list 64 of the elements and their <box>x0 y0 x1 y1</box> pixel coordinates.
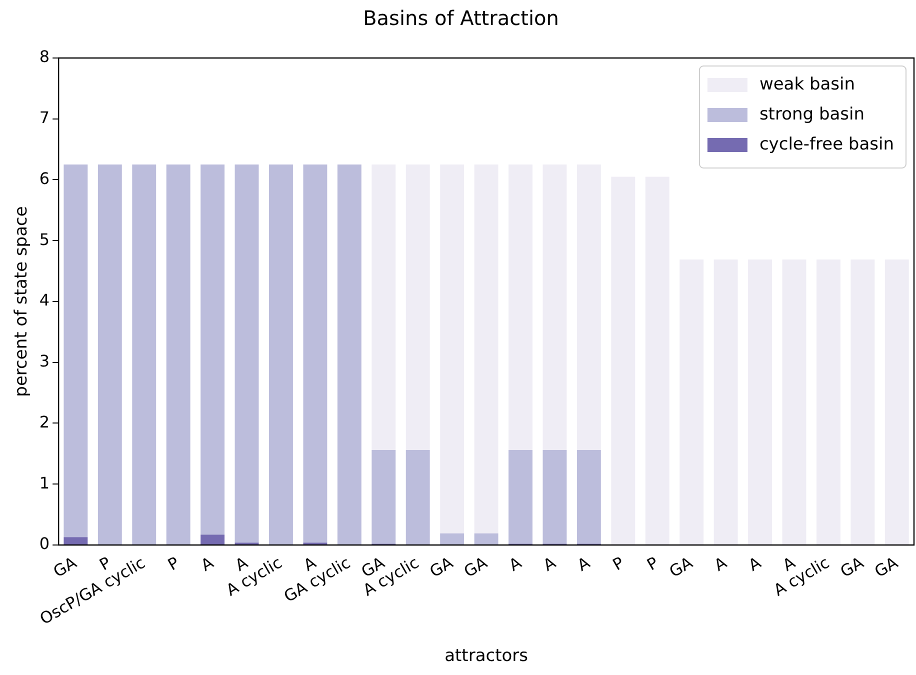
bar <box>508 450 532 544</box>
bar <box>508 164 532 450</box>
y-tick-label: 3 <box>39 352 50 371</box>
x-axis-title: attractors <box>444 646 528 666</box>
y-tick-label: 1 <box>39 473 50 492</box>
bar <box>748 259 772 544</box>
x-tick-label: A <box>574 552 594 575</box>
y-tick-label: 4 <box>39 290 50 310</box>
bar <box>406 164 430 450</box>
bar <box>680 259 704 544</box>
bar <box>200 164 225 535</box>
x-tick-label: GA <box>837 552 867 582</box>
x-tick-label: A <box>506 552 525 575</box>
y-tick-label: 0 <box>39 534 50 554</box>
y-tick-label: 6 <box>39 168 50 188</box>
bar <box>440 164 464 534</box>
bar <box>440 533 464 544</box>
bar <box>611 176 636 544</box>
x-tick-label: A <box>710 552 730 575</box>
bar <box>64 537 88 544</box>
bar <box>474 533 498 544</box>
legend-label: strong basin <box>759 104 865 124</box>
y-tick-label: 7 <box>39 108 50 128</box>
bar <box>576 450 601 544</box>
bar <box>542 164 567 450</box>
bar <box>200 534 225 544</box>
bar <box>884 259 909 544</box>
x-tick-label: P <box>609 552 628 574</box>
bar <box>816 259 840 544</box>
bar <box>474 164 498 534</box>
x-tick-label: GA <box>460 552 490 582</box>
x-tick-label: GA <box>50 552 80 582</box>
bar <box>166 164 190 544</box>
bar <box>714 259 738 544</box>
y-axis-title: percent of state space <box>12 206 32 397</box>
bar <box>406 450 430 544</box>
bar <box>337 164 362 544</box>
bar <box>576 164 601 450</box>
bar <box>269 164 293 544</box>
x-tick-label: P <box>644 552 662 574</box>
legend-label: cycle-free basin <box>759 134 894 154</box>
bar <box>542 450 567 544</box>
x-tick-label: A <box>198 552 217 575</box>
x-tick-label: P <box>164 552 183 574</box>
bar <box>303 164 328 543</box>
bar <box>782 259 806 544</box>
bar <box>645 176 670 544</box>
x-tick-label: GA <box>666 552 696 582</box>
y-tick-label: 2 <box>39 412 50 432</box>
x-tick-label: A <box>745 552 764 575</box>
chart-title: Basins of Attraction <box>363 6 559 30</box>
x-tick-label: A <box>540 552 559 575</box>
y-tick-label: 5 <box>39 230 50 249</box>
bar <box>64 164 88 538</box>
bar <box>98 164 122 544</box>
y-tick-label: 8 <box>39 47 50 66</box>
bar <box>850 259 875 544</box>
x-tick-label: GA <box>871 552 902 582</box>
x-tick-label: GA <box>426 552 456 582</box>
bar <box>234 164 259 543</box>
bar <box>372 450 396 544</box>
bar <box>372 164 396 450</box>
bar <box>132 164 156 544</box>
legend-label: weak basin <box>759 74 856 94</box>
